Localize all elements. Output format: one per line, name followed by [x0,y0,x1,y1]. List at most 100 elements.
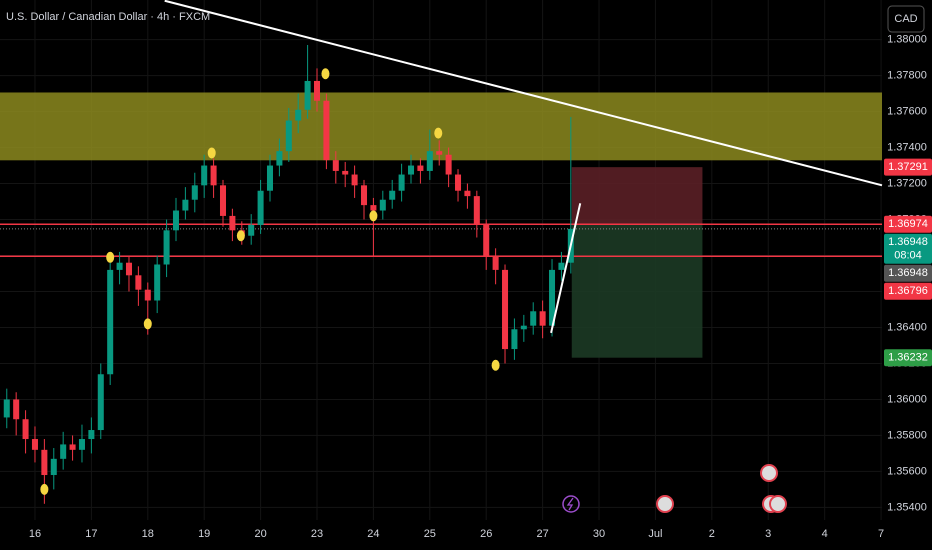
candle-body [398,174,405,191]
y-tick-label: 1.37800 [887,69,927,81]
candle-body [78,439,85,450]
price-label-text: 1.36232 [888,352,928,364]
candle-body [50,458,57,476]
candle-body [342,170,349,175]
price-label [884,349,932,367]
candle-body [360,185,368,206]
price-label-text: 1.37291 [888,161,928,173]
countdown: 08:04 [894,250,922,262]
x-tick-label: 2 [709,528,715,540]
candle-body [370,205,377,211]
x-tick-label: 30 [593,528,605,540]
candle-body [483,224,490,256]
x-tick-label: 19 [198,528,210,540]
candle-body [276,151,283,166]
candle-body [191,185,198,200]
candle-body [154,264,161,301]
candle-body [473,196,480,225]
candle-body [41,449,48,476]
trendline [550,203,582,334]
event-icon[interactable] [769,495,787,513]
candle-body [69,444,76,450]
event-icon[interactable] [760,464,778,482]
zone [0,92,882,161]
candle-body [31,439,38,450]
candle-body [295,109,302,121]
marker [236,230,245,242]
y-tick-label: 1.37400 [887,141,927,153]
candle-body [22,419,29,440]
candle-body [455,174,462,191]
candle-body [3,399,10,418]
x-tick-label: Jul [648,528,662,540]
candle-body [88,430,95,440]
candle-body [323,100,330,161]
y-tick-label: 1.35800 [887,429,927,441]
x-tick-label: 23 [311,528,323,540]
candle-body [436,151,443,155]
chart-title: U.S. Dollar / Canadian Dollar · 4h · FXC… [6,11,210,23]
candle-body [511,329,518,350]
marker [321,68,330,80]
event-icon-glyph [566,497,574,511]
marker [434,127,443,139]
candle-body [379,199,386,211]
candle-body [530,311,537,326]
candle-body [464,190,471,197]
candle-body [502,269,509,350]
currency-button-label[interactable]: CAD [894,13,917,25]
marker [106,251,115,263]
candle-body [389,190,396,200]
x-tick-label: 26 [480,528,492,540]
x-tick-label: 20 [254,528,266,540]
candle-body [266,165,274,191]
marker [491,359,500,371]
candle-body [172,210,179,231]
marker [207,147,216,159]
candle-body [107,269,114,375]
candle-body [549,269,556,326]
currency-button[interactable] [887,5,925,33]
candle-body [116,262,123,270]
candle-body [60,444,67,459]
price-label-text: 1.36948 [888,267,928,279]
x-tick-label: 3 [765,528,771,540]
candle-body [219,185,226,216]
candle-body [163,230,170,265]
price-label [884,233,932,264]
y-tick-label: 1.36400 [887,321,927,333]
y-tick-label: 1.38000 [887,33,927,45]
candle-body [417,165,424,171]
marker [143,318,152,330]
candle-body [229,215,236,231]
y-tick-label: 1.35400 [887,501,927,513]
price-label-text: 1.36948 [888,236,928,248]
candle-body [97,374,104,431]
y-tick-label: 1.36000 [887,393,927,405]
event-icon[interactable] [562,495,580,513]
x-tick-label: 17 [85,528,97,540]
price-label [884,264,932,282]
candle-body [332,160,339,171]
price-label [884,215,932,233]
x-tick-label: 16 [29,528,41,540]
x-tick-label: 25 [424,528,436,540]
event-icons[interactable] [562,464,787,513]
price-label-text: 1.36974 [888,218,928,230]
candle-body [201,165,208,186]
event-icon[interactable] [656,495,674,513]
candle-body [135,275,142,290]
candle-body [351,174,358,186]
candle-body [13,399,20,420]
price-label [884,158,932,176]
candle-body [125,262,132,276]
x-tick-label: 18 [142,528,154,540]
candle-body [520,325,527,330]
candle-body [492,255,499,270]
candle-body [313,80,321,101]
y-tick-label: 1.35600 [887,465,927,477]
trendline [164,0,883,187]
candle-body [248,224,255,236]
